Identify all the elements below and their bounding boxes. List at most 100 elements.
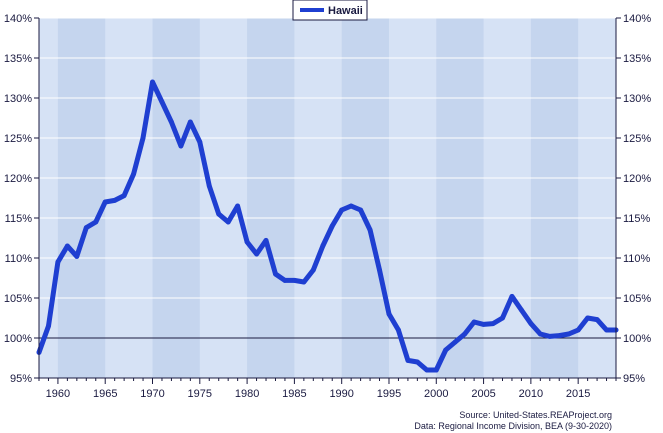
- x-tick-label: 2005: [471, 388, 495, 400]
- data-point: [187, 119, 193, 125]
- data-point: [206, 183, 212, 189]
- y-tick-label-right: 95%: [623, 373, 645, 385]
- data-point: [46, 323, 51, 329]
- data-point: [585, 315, 591, 321]
- y-tick-label-right: 105%: [623, 293, 651, 305]
- data-point: [320, 243, 326, 249]
- data-point: [414, 359, 420, 365]
- data-point: [159, 99, 165, 105]
- data-point: [55, 259, 61, 265]
- data-point: [452, 339, 458, 345]
- data-point: [500, 315, 505, 321]
- x-tick-label: 2000: [424, 388, 448, 400]
- data-point: [64, 243, 70, 249]
- data-point: [377, 267, 382, 273]
- plot-band: [247, 18, 295, 378]
- data-point: [358, 207, 364, 213]
- x-tick-label: 1970: [140, 388, 164, 400]
- x-tick-label: 1965: [93, 388, 117, 400]
- data-point: [462, 331, 468, 337]
- x-tick-label: 1990: [329, 388, 353, 400]
- x-axis-ticks: 1960 1965 1970 1975 1980 1985 1990 1995 2000 2005…: [38, 378, 617, 400]
- data-point: [443, 347, 449, 353]
- data-point: [121, 193, 127, 199]
- data-point: [74, 254, 80, 259]
- data-point: [575, 327, 581, 333]
- data-point: [197, 139, 203, 145]
- y-tick-label-right: 125%: [623, 133, 651, 145]
- x-tick-label: 1960: [46, 388, 70, 400]
- data-point: [178, 143, 184, 149]
- series-line-hawaii: [36, 79, 619, 373]
- y-tick-label-left: 135%: [4, 53, 32, 65]
- data-point: [282, 278, 288, 283]
- data-point: [112, 198, 118, 203]
- plot-area: [39, 18, 616, 378]
- data-point: [566, 331, 572, 337]
- x-tick-label: 1980: [235, 388, 259, 400]
- data-point: [367, 227, 373, 233]
- source-line-2: Data: Regional Income Division, BEA (9-3…: [414, 421, 612, 431]
- data-point: [519, 307, 524, 313]
- y-tick-label-left: 110%: [5, 253, 33, 265]
- y-tick-label-left: 115%: [5, 213, 33, 225]
- y-tick-label-right: 115%: [623, 213, 651, 225]
- y-axis-left-ticks: 95% 100% 105% 110% 115% 120% 125% 130% 135% 140%: [4, 13, 39, 385]
- legend-label-hawaii: Hawaii: [328, 5, 363, 17]
- data-point: [93, 219, 99, 225]
- data-point: [547, 334, 553, 339]
- data-point: [405, 358, 411, 363]
- y-tick-label-right: 130%: [623, 93, 651, 105]
- y-tick-label-right: 100%: [623, 333, 651, 345]
- data-point: [301, 279, 307, 285]
- data-point: [339, 207, 345, 213]
- plot-bands: [57, 18, 579, 378]
- y-tick-label-left: 105%: [4, 293, 32, 305]
- data-point: [471, 319, 477, 325]
- data-point: [433, 367, 439, 373]
- data-point: [509, 294, 515, 299]
- y-tick-label-right: 135%: [623, 53, 651, 65]
- plot-band: [436, 18, 484, 378]
- data-point: [216, 211, 222, 217]
- data-point: [386, 311, 392, 317]
- data-point: [140, 135, 146, 141]
- plot-band: [530, 18, 579, 378]
- data-point: [263, 238, 269, 243]
- data-point: [490, 321, 496, 326]
- data-point: [291, 278, 297, 283]
- y-tick-label-left: 120%: [4, 173, 32, 185]
- y-tick-label-right: 120%: [623, 173, 651, 185]
- data-point: [254, 251, 259, 257]
- data-point: [348, 203, 354, 209]
- data-point: [604, 327, 609, 333]
- data-point: [150, 79, 155, 85]
- y-tick-label-right: 110%: [623, 253, 651, 265]
- data-point: [481, 322, 486, 327]
- data-point: [225, 219, 231, 225]
- y-tick-label-right: 140%: [623, 13, 651, 25]
- data-point: [537, 331, 543, 337]
- data-point: [131, 171, 136, 177]
- x-tick-label: 2010: [519, 388, 543, 400]
- data-point: [329, 223, 335, 229]
- source-line-1: Source: United-States.REAProject.org: [459, 410, 612, 420]
- y-tick-label-left: 95%: [10, 373, 32, 385]
- series-points: [36, 79, 619, 373]
- legend: Hawaii: [292, 0, 368, 21]
- data-point: [102, 199, 108, 205]
- plot-band: [341, 18, 389, 378]
- data-point: [528, 321, 534, 326]
- x-tick-label: 1995: [377, 388, 401, 400]
- y-tick-label-left: 125%: [4, 133, 32, 145]
- x-tick-label: 2015: [566, 388, 590, 400]
- legend-box: [292, 0, 368, 21]
- x-tick-label: 1985: [282, 388, 306, 400]
- data-point: [169, 119, 174, 125]
- plot-band: [57, 18, 106, 378]
- data-point: [594, 317, 600, 322]
- y-tick-label-left: 100%: [4, 333, 32, 345]
- data-point: [235, 203, 241, 209]
- data-point: [244, 239, 250, 245]
